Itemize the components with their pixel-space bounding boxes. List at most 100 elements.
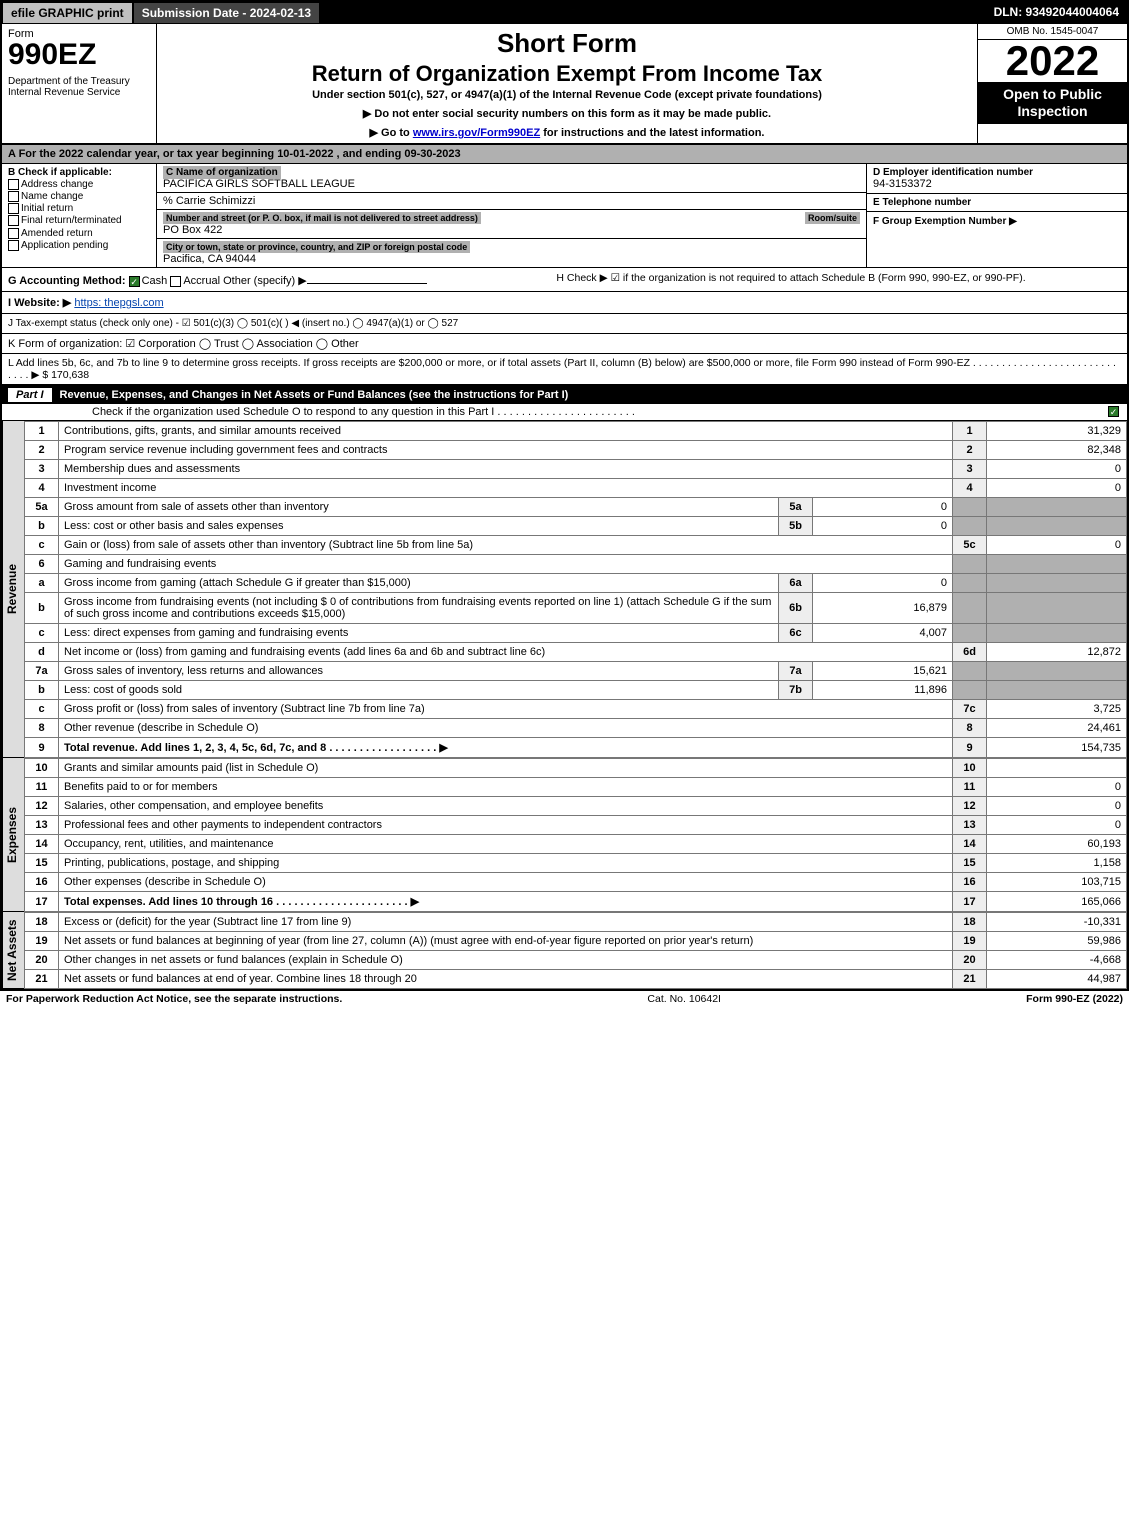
line-12: 12Salaries, other compensation, and empl… [25, 797, 1127, 816]
l20-d: Other changes in net assets or fund bala… [59, 951, 953, 970]
l1-d: Contributions, gifts, grants, and simila… [59, 422, 953, 441]
l6b-sv: 16,879 [813, 593, 953, 624]
g-accounting: G Accounting Method: Cash Accrual Other … [8, 272, 553, 287]
l6-rv [987, 555, 1127, 574]
line-13: 13Professional fees and other payments t… [25, 816, 1127, 835]
short-form-title: Short Form [163, 28, 971, 59]
irs-link[interactable]: www.irs.gov/Form990EZ [413, 127, 540, 139]
c-street-row: Number and street (or P. O. box, if mail… [157, 210, 866, 239]
website-link[interactable]: https: thepgsl.com [74, 297, 163, 309]
note-post: for instructions and the latest informat… [540, 127, 764, 139]
l15-rn: 15 [953, 854, 987, 873]
l7b-sv: 11,896 [813, 681, 953, 700]
l17-rn: 17 [953, 892, 987, 912]
org-name: PACIFICA GIRLS SOFTBALL LEAGUE [163, 178, 355, 190]
l10-rn: 10 [953, 759, 987, 778]
l6b-d: Gross income from fundraising events (no… [59, 593, 779, 624]
l5b-sv: 0 [813, 517, 953, 536]
part-1-num: Part I [8, 388, 52, 402]
line-11: 11Benefits paid to or for members110 [25, 778, 1127, 797]
l7a-n: 7a [25, 662, 59, 681]
footer-right: Form 990-EZ (2022) [1026, 993, 1123, 1005]
line-21: 21Net assets or fund balances at end of … [25, 970, 1127, 989]
h-check: H Check ▶ ☑ if the organization is not r… [556, 272, 1101, 284]
l16-rn: 16 [953, 873, 987, 892]
g-accrual: Accrual [183, 275, 220, 287]
chk-final-return[interactable]: Final return/terminated [8, 215, 150, 226]
line-5c: cGain or (loss) from sale of assets othe… [25, 536, 1127, 555]
chk-name-change[interactable]: Name change [8, 191, 150, 202]
l3-d: Membership dues and assessments [59, 460, 953, 479]
line-5b: bLess: cost or other basis and sales exp… [25, 517, 1127, 536]
row-l-receipts: L Add lines 5b, 6c, and 7b to line 9 to … [2, 354, 1127, 386]
l6c-sn: 6c [779, 624, 813, 643]
line-20: 20Other changes in net assets or fund ba… [25, 951, 1127, 970]
submission-tab: Submission Date - 2024-02-13 [133, 2, 320, 24]
expenses-table: 10Grants and similar amounts paid (list … [24, 758, 1127, 912]
l10-n: 10 [25, 759, 59, 778]
line-1: 1Contributions, gifts, grants, and simil… [25, 422, 1127, 441]
opt-amended: Amended return [21, 228, 93, 239]
g-other: Other (specify) ▶ [223, 275, 307, 287]
col-def: D Employer identification number 94-3153… [867, 164, 1127, 267]
opt-address: Address change [21, 179, 93, 190]
l19-rn: 19 [953, 932, 987, 951]
l9-d-text: Total revenue. Add lines 1, 2, 3, 4, 5c,… [64, 742, 448, 754]
l5a-sn: 5a [779, 498, 813, 517]
chk-amended-return[interactable]: Amended return [8, 228, 150, 239]
l11-d: Benefits paid to or for members [59, 778, 953, 797]
row-i-website: I Website: ▶ https: thepgsl.com [2, 292, 1127, 314]
l17-d: Total expenses. Add lines 10 through 16 … [59, 892, 953, 912]
l4-d: Investment income [59, 479, 953, 498]
l18-rn: 18 [953, 913, 987, 932]
l7a-sv: 15,621 [813, 662, 953, 681]
line-6b: bGross income from fundraising events (n… [25, 593, 1127, 624]
l17-n: 17 [25, 892, 59, 912]
l9-rv: 154,735 [987, 738, 1127, 758]
l6-rn [953, 555, 987, 574]
line-7a: 7aGross sales of inventory, less returns… [25, 662, 1127, 681]
chk-accrual[interactable] [170, 276, 181, 287]
l12-d: Salaries, other compensation, and employ… [59, 797, 953, 816]
b-label: B Check if applicable: [8, 167, 150, 178]
l6a-d: Gross income from gaming (attach Schedul… [59, 574, 779, 593]
line-9: 9Total revenue. Add lines 1, 2, 3, 4, 5c… [25, 738, 1127, 758]
line-6c: cLess: direct expenses from gaming and f… [25, 624, 1127, 643]
part-1-checknote: Check if the organization used Schedule … [2, 404, 1127, 421]
l6b-rv [987, 593, 1127, 624]
efile-tab[interactable]: efile GRAPHIC print [2, 2, 133, 24]
l13-d: Professional fees and other payments to … [59, 816, 953, 835]
chk-address-change[interactable]: Address change [8, 179, 150, 190]
line-18: 18Excess or (deficit) for the year (Subt… [25, 913, 1127, 932]
netassets-block: Net Assets 18Excess or (deficit) for the… [2, 912, 1127, 989]
chk-application-pending[interactable]: Application pending [8, 240, 150, 251]
l7a-rn [953, 662, 987, 681]
l14-rn: 14 [953, 835, 987, 854]
l2-rn: 2 [953, 441, 987, 460]
l6c-rn [953, 624, 987, 643]
form-header: Form 990EZ Department of the Treasury In… [2, 24, 1127, 145]
l1-n: 1 [25, 422, 59, 441]
l7c-rn: 7c [953, 700, 987, 719]
side-expenses: Expenses [2, 758, 24, 912]
l6c-rv [987, 624, 1127, 643]
l2-d: Program service revenue including govern… [59, 441, 953, 460]
checknote-box[interactable] [1108, 406, 1119, 417]
l6a-n: a [25, 574, 59, 593]
line-2: 2Program service revenue including gover… [25, 441, 1127, 460]
c-city-row: City or town, state or province, country… [157, 239, 866, 267]
l15-d: Printing, publications, postage, and shi… [59, 854, 953, 873]
row-gh: G Accounting Method: Cash Accrual Other … [2, 268, 1127, 292]
l21-rv: 44,987 [987, 970, 1127, 989]
l7b-d: Less: cost of goods sold [59, 681, 779, 700]
chk-initial-return[interactable]: Initial return [8, 203, 150, 214]
l6-d: Gaming and fundraising events [59, 555, 953, 574]
chk-cash[interactable] [129, 276, 140, 287]
under-section: Under section 501(c), 527, or 4947(a)(1)… [163, 89, 971, 101]
header-right: OMB No. 1545-0047 2022 Open to Public In… [977, 24, 1127, 143]
g-other-blank[interactable] [307, 272, 427, 284]
l10-rv [987, 759, 1127, 778]
l7b-rv [987, 681, 1127, 700]
note-link: ▶ Go to www.irs.gov/Form990EZ for instru… [163, 126, 971, 139]
footer-mid: Cat. No. 10642I [342, 993, 1026, 1005]
